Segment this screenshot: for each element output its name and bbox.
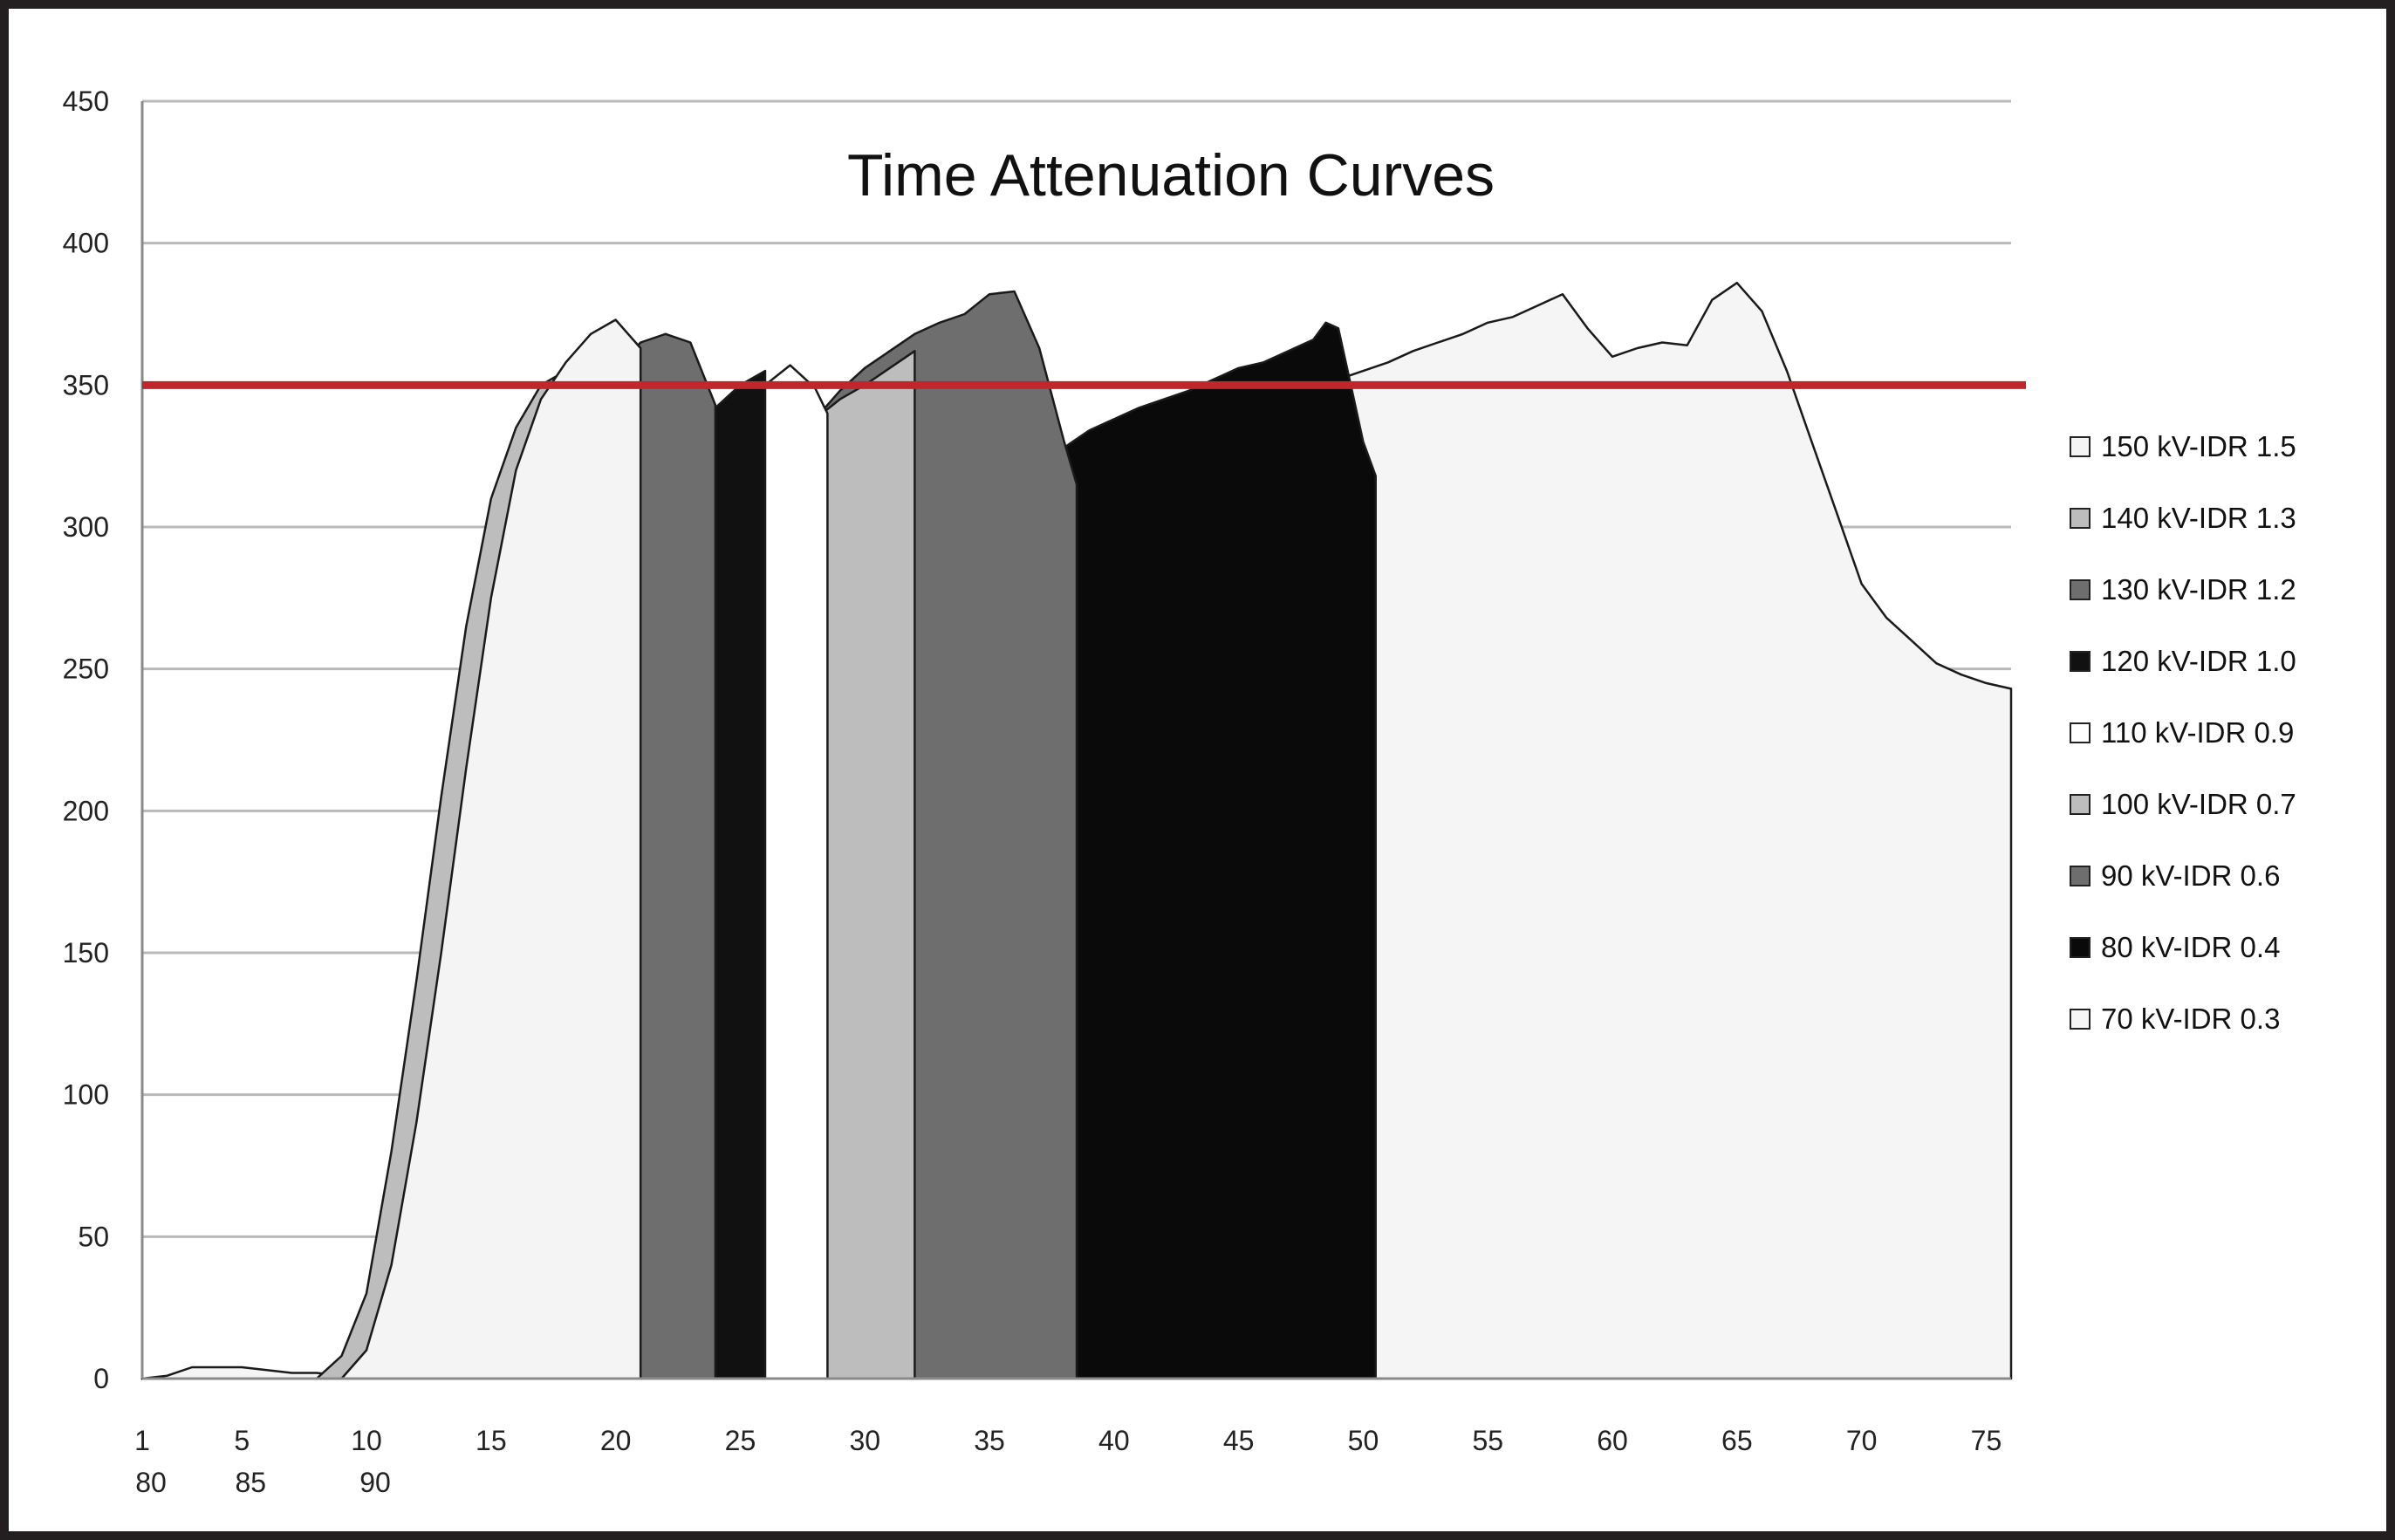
chart-title: Time Attenuation Curves — [847, 142, 1495, 209]
y-tick-150: 150 — [63, 937, 109, 968]
legend-swatch-150-kv-idr-1-5 — [2070, 436, 2090, 457]
x-tick-50: 50 — [1348, 1425, 1379, 1456]
legend-swatch-90-kv-idr-0-6 — [2070, 866, 2090, 886]
y-tick-0: 0 — [93, 1363, 109, 1394]
x-tick-65: 65 — [1721, 1425, 1753, 1456]
legend-label-140-kv-idr-1-3: 140 kV-IDR 1.3 — [2101, 502, 2296, 534]
legend-swatch-70-kv-idr-0-3 — [2070, 1009, 2090, 1030]
x-tick-labels-secondary: 80 85 90 — [135, 1467, 391, 1498]
y-tick-100: 100 — [63, 1079, 109, 1111]
x-tick-40: 40 — [1098, 1425, 1130, 1456]
series-areas — [140, 281, 2013, 1380]
y-tick-250: 250 — [63, 654, 109, 685]
legend: 150 kV-IDR 1.5 140 kV-IDR 1.3 130 kV-IDR 1… — [2070, 430, 2296, 1035]
x-tick-1: 1 — [134, 1425, 150, 1456]
x-tick-secondary-90: 90 — [359, 1467, 391, 1498]
x-tick-70: 70 — [1846, 1425, 1878, 1456]
x-tick-45: 45 — [1223, 1425, 1255, 1456]
legend-label-110-kv-idr-0-9: 110 kV-IDR 0.9 — [2101, 716, 2294, 749]
x-tick-25: 25 — [725, 1425, 756, 1456]
legend-swatch-100-kv-idr-0-7 — [2070, 794, 2090, 815]
legend-label-70-kv-idr-0-3: 70 kV-IDR 0.3 — [2101, 1003, 2280, 1035]
legend-swatch-80-kv-idr-0-4 — [2070, 937, 2090, 958]
legend-label-90-kv-idr-0-6: 90 kV-IDR 0.6 — [2101, 859, 2280, 892]
y-tick-450: 450 — [63, 86, 109, 117]
y-tick-200: 200 — [63, 795, 109, 826]
y-tick-50: 50 — [78, 1221, 109, 1252]
y-tick-labels: 0 50 100 150 200 250 300 350 400 450 — [63, 86, 109, 1394]
legend-swatch-140-kv-idr-1-3 — [2070, 508, 2090, 529]
x-tick-labels: 1 5 10 15 20 25 30 35 40 45 50 55 60 65 70 75 — [134, 1425, 2002, 1456]
legend-label-120-kv-idr-1-0: 120 kV-IDR 1.0 — [2101, 645, 2296, 677]
legend-label-130-kv-idr-1-2: 130 kV-IDR 1.2 — [2101, 573, 2296, 606]
x-tick-15: 15 — [476, 1425, 507, 1456]
x-tick-30: 30 — [849, 1425, 880, 1456]
x-tick-5: 5 — [234, 1425, 250, 1456]
legend-swatch-110-kv-idr-0-9 — [2070, 722, 2090, 743]
legend-label-150-kv-idr-1-5: 150 kV-IDR 1.5 — [2101, 430, 2296, 462]
x-tick-55: 55 — [1472, 1425, 1503, 1456]
x-tick-20: 20 — [600, 1425, 632, 1456]
y-tick-350: 350 — [63, 369, 109, 400]
x-tick-60: 60 — [1597, 1425, 1628, 1456]
legend-label-80-kv-idr-0-4: 80 kV-IDR 0.4 — [2101, 931, 2280, 963]
y-tick-300: 300 — [63, 511, 109, 543]
legend-swatch-120-kv-idr-1-0 — [2070, 651, 2090, 672]
x-tick-35: 35 — [974, 1425, 1005, 1456]
legend-swatch-130-kv-idr-1-2 — [2070, 579, 2090, 600]
y-tick-400: 400 — [63, 228, 109, 259]
area-150-kv-idr-1-5 — [140, 318, 642, 1380]
legend-label-100-kv-idr-0-7: 100 kV-IDR 0.7 — [2101, 788, 2296, 820]
x-tick-75: 75 — [1971, 1425, 2002, 1456]
x-tick-10: 10 — [351, 1425, 382, 1456]
x-tick-secondary-85: 85 — [235, 1467, 266, 1498]
x-tick-secondary-80: 80 — [135, 1467, 167, 1498]
